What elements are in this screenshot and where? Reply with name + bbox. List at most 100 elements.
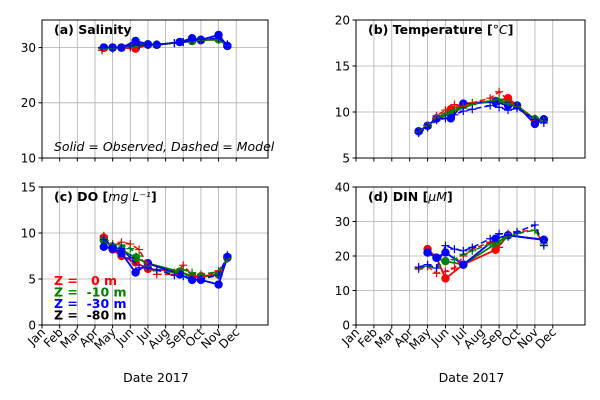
model-marker	[423, 260, 432, 269]
model-marker	[414, 129, 423, 138]
model-marker	[459, 246, 468, 255]
model-marker	[450, 255, 459, 264]
depth-legend-item: Z = -80 m	[54, 308, 127, 323]
x-tick-label: Jun	[113, 325, 137, 349]
depth-legend-item: Z = 0 m	[54, 273, 117, 288]
observed-marker	[441, 274, 450, 283]
observed-line-z-30-m	[103, 245, 229, 286]
y-tick-label: 40	[335, 180, 350, 194]
model-marker	[450, 110, 459, 119]
y-tick-label: 20	[21, 96, 36, 110]
model-marker	[196, 35, 205, 44]
model-marker	[214, 271, 223, 280]
model-marker	[170, 39, 179, 48]
y-tick-label: 15	[21, 180, 36, 194]
model-marker	[126, 253, 135, 262]
model-marker	[450, 264, 459, 273]
x-tick-label: Jun	[428, 325, 452, 349]
model-marker	[188, 36, 197, 45]
observed-marker	[131, 36, 140, 46]
model-marker	[98, 43, 107, 52]
observed-marker	[446, 114, 456, 123]
model-marker	[504, 106, 513, 115]
x-tick-label: Dec	[533, 325, 559, 351]
model-marker	[432, 264, 441, 273]
model-marker	[108, 241, 117, 250]
y-tick-label: 10	[21, 151, 36, 165]
depth-legend-item: Z = -10 m	[54, 285, 127, 300]
plot-frame	[41, 19, 269, 159]
model-marker	[126, 244, 135, 253]
x-axis-label: Date 2017	[123, 370, 189, 385]
model-marker	[135, 263, 144, 272]
model-marker	[179, 38, 188, 47]
model-marker	[530, 220, 539, 229]
model-marker	[495, 229, 504, 238]
observed-marker	[131, 268, 140, 277]
y-tick-label: 20	[335, 249, 350, 263]
plot-frame	[41, 186, 269, 326]
model-marker	[441, 267, 450, 276]
y-tick-label: 10	[21, 226, 36, 240]
observed-line-z-10-m	[103, 239, 229, 279]
model-marker	[152, 265, 161, 274]
model-marker	[143, 40, 152, 49]
plot-frame	[355, 19, 586, 159]
model-marker	[495, 103, 504, 112]
depth-legend-item: Z = -30 m	[54, 296, 127, 311]
model-marker	[539, 241, 548, 250]
model-marker	[126, 41, 135, 50]
model-marker	[504, 231, 513, 240]
x-axis-label: Date 2017	[439, 370, 505, 385]
y-tick-label: 5	[28, 272, 36, 286]
y-tick-label: 15	[335, 59, 350, 73]
model-marker	[539, 119, 548, 128]
observed-marker	[423, 248, 432, 257]
panel-4: 010203040JanFebMarAprMayJunJulAugSepOctN…	[335, 180, 586, 385]
model-marker	[117, 43, 126, 52]
model-marker	[432, 116, 441, 125]
y-tick-label: 30	[21, 41, 36, 55]
model-marker	[441, 114, 450, 123]
model-marker	[495, 87, 504, 96]
model-marker	[441, 257, 450, 266]
observed-marker	[459, 260, 468, 269]
line-style-note: Solid = Observed, Dashed = Model	[54, 139, 275, 154]
panel-title: (c) DO [mg L⁻¹]	[54, 189, 157, 204]
y-tick-label: 30	[335, 215, 350, 229]
panel-1: 10 20 30 (a) Salinity	[21, 19, 269, 165]
model-marker	[188, 275, 197, 283]
model-marker	[99, 235, 108, 244]
model-marker	[108, 43, 117, 52]
model-marker	[414, 263, 423, 272]
y-tick-label: 5	[342, 151, 350, 165]
model-marker	[135, 41, 144, 50]
model-marker	[441, 241, 450, 250]
model-marker	[486, 101, 495, 110]
model-marker	[135, 252, 144, 260]
model-marker	[530, 115, 539, 124]
model-marker	[179, 272, 188, 281]
y-tick-label: 10	[335, 105, 350, 119]
model-marker	[513, 104, 522, 113]
model-marker	[486, 234, 495, 243]
model-marker	[223, 251, 232, 260]
panel-3: 051015JanFebMarAprMayJunJulAugSepOctNovD…	[21, 180, 269, 385]
observed-marker	[432, 253, 441, 262]
model-marker	[468, 105, 477, 114]
x-tick-label: Dec	[216, 325, 242, 351]
model-marker	[196, 275, 205, 283]
panel-title: (b) Temperature [°C]	[368, 22, 513, 37]
y-tick-label: 0	[342, 318, 350, 332]
model-marker	[214, 34, 223, 43]
model-marker	[459, 107, 468, 116]
model-marker	[223, 40, 232, 49]
model-marker	[143, 263, 152, 272]
observed-marker	[214, 280, 223, 289]
panel-title: (d) DIN [µM]	[368, 189, 453, 204]
model-marker	[468, 243, 477, 252]
model-marker	[450, 245, 459, 254]
observed-marker	[99, 242, 108, 251]
model-marker	[513, 227, 522, 236]
